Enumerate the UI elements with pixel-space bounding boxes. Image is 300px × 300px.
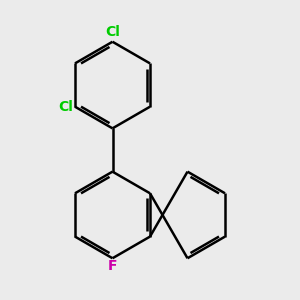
Text: Cl: Cl (58, 100, 73, 114)
Text: F: F (108, 259, 117, 273)
Text: Cl: Cl (105, 25, 120, 39)
